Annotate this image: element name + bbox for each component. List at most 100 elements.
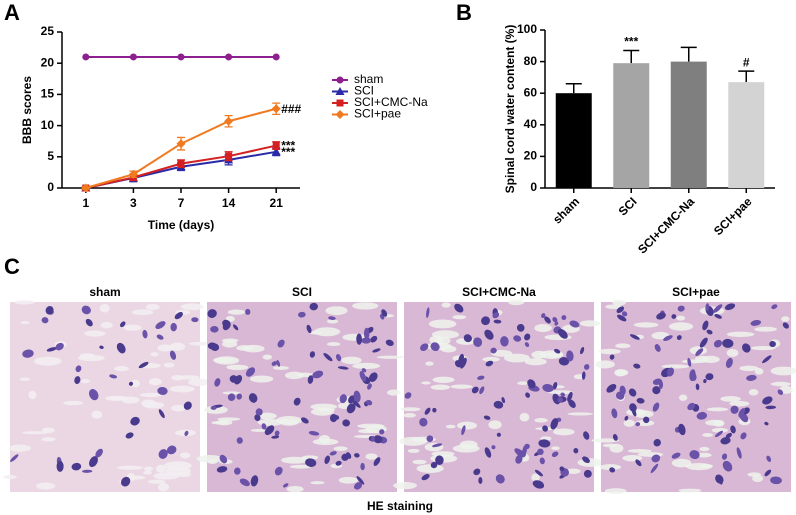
y-tick-label: 10 (41, 118, 55, 132)
nucleus (373, 457, 381, 466)
fiber (227, 309, 246, 315)
nucleus (552, 381, 558, 390)
nucleus (307, 375, 314, 384)
fiber (153, 472, 180, 480)
annotation: ### (281, 102, 301, 116)
nucleus (525, 392, 531, 398)
nucleus (229, 375, 238, 383)
nucleus (663, 335, 673, 341)
nucleus (120, 476, 131, 487)
nucleus (109, 374, 118, 379)
nucleus (714, 314, 722, 319)
nucleus (370, 435, 375, 442)
nucleus (750, 319, 762, 326)
nucleus (426, 435, 434, 443)
x-tick-label: 21 (270, 196, 284, 210)
fiber (318, 434, 331, 444)
fiber (428, 319, 457, 329)
marker (335, 110, 345, 119)
marker (176, 139, 186, 149)
legend-label: SCI+CMC-Na (354, 95, 428, 109)
y-tick-label: 20 (524, 149, 538, 163)
nucleus (537, 448, 544, 455)
fiber (748, 389, 759, 396)
nucleus (493, 400, 504, 409)
fiber (211, 420, 229, 425)
nucleus (420, 343, 429, 352)
fiber (534, 323, 552, 333)
nucleus (636, 397, 645, 404)
nucleus (458, 353, 465, 365)
nucleus (516, 323, 525, 332)
marker (335, 87, 345, 95)
nucleus (702, 320, 709, 331)
nucleus (158, 409, 165, 419)
nucleus (328, 316, 336, 321)
nucleus (305, 458, 317, 467)
fiber (482, 356, 500, 362)
fiber (326, 319, 339, 324)
nucleus (435, 455, 444, 466)
nucleus (582, 456, 590, 464)
fiber (84, 330, 106, 337)
nucleus (461, 425, 466, 436)
x-tick-label: 3 (130, 196, 137, 210)
marker (271, 104, 281, 114)
nucleus (514, 448, 525, 457)
nucleus (501, 397, 506, 404)
fiber (341, 356, 362, 365)
bar (555, 93, 592, 188)
fiber (41, 427, 55, 434)
nucleus (430, 342, 440, 352)
nucleus (89, 389, 99, 401)
nucleus (725, 357, 733, 369)
nucleus (527, 379, 536, 389)
nucleus (713, 304, 723, 313)
fiber (696, 452, 712, 458)
fiber (8, 444, 31, 452)
marker (272, 142, 280, 150)
bar (613, 63, 650, 188)
fiber (222, 391, 241, 395)
nucleus (721, 453, 728, 460)
fiber (150, 352, 159, 357)
nucleus (777, 389, 784, 395)
nucleus (689, 450, 700, 460)
fiber (131, 309, 154, 316)
nucleus (609, 467, 616, 473)
nucleus (312, 370, 324, 379)
nucleus (550, 418, 559, 430)
nucleus (484, 329, 494, 340)
nucleus (495, 474, 505, 484)
fiber (145, 303, 160, 311)
nucleus (274, 430, 280, 436)
nucleus (542, 425, 549, 432)
fiber (20, 321, 31, 325)
nucleus (142, 329, 148, 339)
fiber (325, 306, 348, 316)
nucleus (125, 432, 134, 439)
image-label: SCI+pae (672, 285, 720, 299)
nucleus (372, 348, 381, 353)
nucleus (705, 373, 714, 381)
nucleus (718, 477, 723, 485)
nucleus (765, 405, 777, 410)
nucleus (612, 434, 618, 441)
fiber (752, 474, 764, 483)
nucleus (643, 416, 650, 424)
fiber (705, 419, 725, 426)
nucleus (695, 383, 700, 391)
nucleus (342, 419, 351, 427)
fiber (614, 369, 629, 376)
fiber (452, 444, 480, 453)
y-tick-label: 40 (524, 117, 538, 131)
fiber (412, 459, 427, 465)
fiber (678, 488, 702, 493)
panel-label: B (456, 0, 472, 25)
nucleus (335, 353, 342, 362)
fiber (457, 421, 477, 430)
nucleus (404, 392, 412, 399)
nucleus (293, 397, 301, 406)
fiber (416, 464, 444, 473)
